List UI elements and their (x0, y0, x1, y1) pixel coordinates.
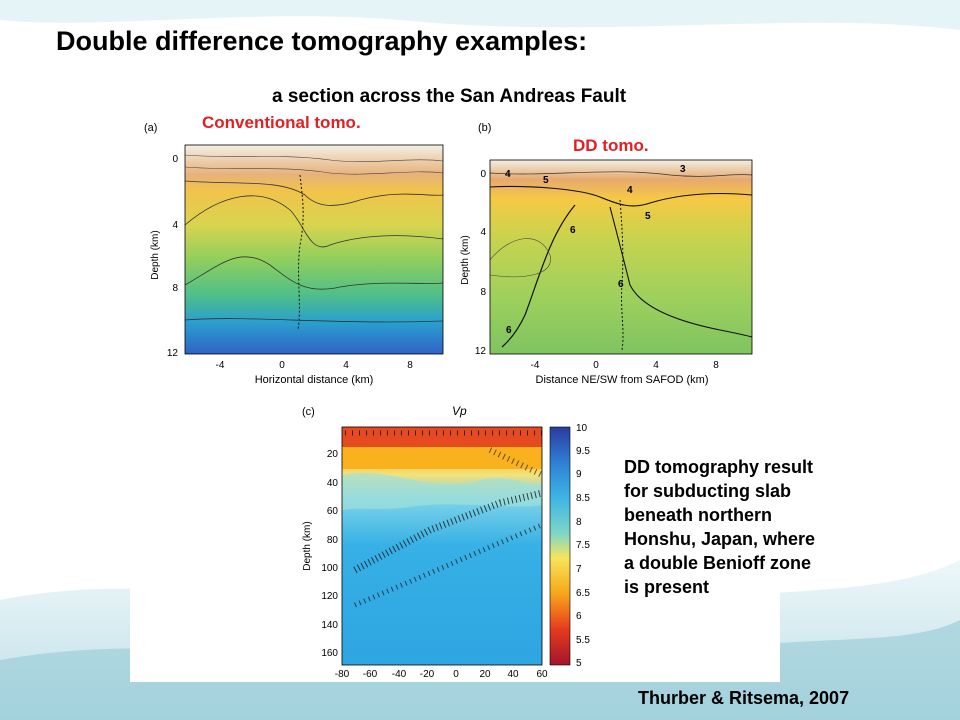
panel-b-plot (489, 159, 753, 355)
colorbar-tick: 5 (576, 658, 582, 669)
colorbar-tick: 9 (576, 469, 582, 480)
panel-a-xtick: 4 (343, 360, 349, 371)
panel-c-ytick: 80 (327, 535, 339, 546)
colorbar-tick: 7.5 (576, 540, 590, 551)
panel-c-xtick: -20 (420, 669, 435, 680)
figure-svg: (a) Depth (km) 0 4 8 12 -4 0 4 8 Horizon… (144, 122, 753, 680)
panel-b-xtick: -4 (531, 360, 540, 371)
panel-a-ylabel: Depth (km) (150, 230, 161, 279)
panel-a-xlabel: Horizontal distance (km) (255, 374, 374, 386)
colorbar-tick: 6.5 (576, 588, 590, 599)
description-line: a double Benioff zone (624, 553, 811, 573)
panel-c-xtick: 0 (453, 669, 459, 680)
panel-b-ylabel: Depth (km) (460, 235, 471, 284)
panel-a-plot (184, 144, 444, 355)
panel-b-ytick: 8 (480, 287, 486, 298)
panel-b-contour-label: 5 (645, 211, 651, 222)
panel-b-contour-label: 4 (627, 185, 633, 196)
panel-c-xtick: -80 (335, 669, 350, 680)
description-line: Honshu, Japan, where (624, 529, 816, 549)
colorbar-tick: 10 (576, 423, 588, 434)
panel-b-contour-label: 6 (570, 225, 576, 236)
colorbar-tick: 8.5 (576, 493, 590, 504)
panel-b-xtick: 4 (653, 360, 659, 371)
panel-c-ytick: 20 (327, 449, 339, 460)
panel-b-contour-label: 5 (543, 175, 549, 186)
colorbar-tick: 7 (576, 564, 582, 575)
panel-b-ytick: 12 (475, 346, 487, 357)
panel-b-xtick: 8 (713, 360, 719, 371)
panel-c-ytick: 100 (321, 563, 338, 574)
panel-b-ytick: 4 (480, 227, 486, 238)
description: DD tomography result for subducting slab… (624, 455, 894, 599)
description-line: is present (624, 577, 710, 597)
panel-c-ytick: 120 (321, 591, 338, 602)
panel-c-plot (341, 426, 544, 666)
panel-b-contour-label: 4 (505, 169, 511, 180)
panel-b-ytick: 0 (480, 169, 486, 180)
panel-b-contour-label: 6 (506, 325, 512, 336)
panel-c-xtick: 40 (507, 669, 519, 680)
panel-b-xlabel: Distance NE/SW from SAFOD (km) (536, 374, 709, 386)
panel-c-letter: (c) (302, 406, 315, 418)
description-line: for subducting slab (624, 481, 792, 501)
panel-c-ylabel: Depth (km) (302, 521, 313, 570)
description-line: DD tomography result (624, 457, 814, 477)
panel-c-xtick: 60 (536, 669, 548, 680)
panel-a-ytick: 8 (172, 283, 178, 294)
panel-c-ytick: 140 (321, 620, 338, 631)
panel-c-ytick: 160 (321, 648, 338, 659)
panel-a-letter: (a) (144, 122, 157, 134)
panel-a-xtick: -4 (216, 360, 225, 371)
colorbar-tick: 9.5 (576, 446, 590, 457)
label-conventional-tomo: Conventional tomo. (202, 113, 361, 132)
panel-b-xtick: 0 (593, 360, 599, 371)
colorbar-tick: 5.5 (576, 635, 590, 646)
panel-b-letter: (b) (478, 122, 491, 134)
panel-c-title: Vp (452, 404, 467, 418)
colorbar-tick: 6 (576, 611, 582, 622)
panel-c-ytick: 40 (327, 478, 339, 489)
panel-a-xtick: 0 (279, 360, 285, 371)
label-dd-tomo: DD tomo. (573, 136, 649, 155)
panel-c-ytick: 60 (327, 506, 339, 517)
slide-subtitle: a section across the San Andreas Fault (272, 86, 627, 107)
panel-b-contour-label: 6 (618, 279, 624, 290)
panel-b-contour-label: 3 (680, 164, 686, 175)
panel-a-ytick: 12 (167, 348, 179, 359)
panel-c-xtick: 20 (479, 669, 491, 680)
colorbar-tick: 8 (576, 517, 582, 528)
panel-a-xtick: 8 (407, 360, 413, 371)
colorbar (549, 426, 571, 666)
panel-a-ytick: 0 (172, 154, 178, 165)
panel-c-xtick: -40 (392, 669, 407, 680)
slide-title: Double difference tomography examples: (56, 26, 588, 56)
panel-a-ytick: 4 (172, 220, 178, 231)
tomography-figure: (a) Depth (km) 0 4 8 12 -4 0 4 8 Horizon… (130, 113, 780, 682)
panel-c-xtick: -60 (363, 669, 378, 680)
description-line: beneath northern (624, 505, 773, 525)
citation: Thurber & Ritsema, 2007 (638, 688, 850, 708)
